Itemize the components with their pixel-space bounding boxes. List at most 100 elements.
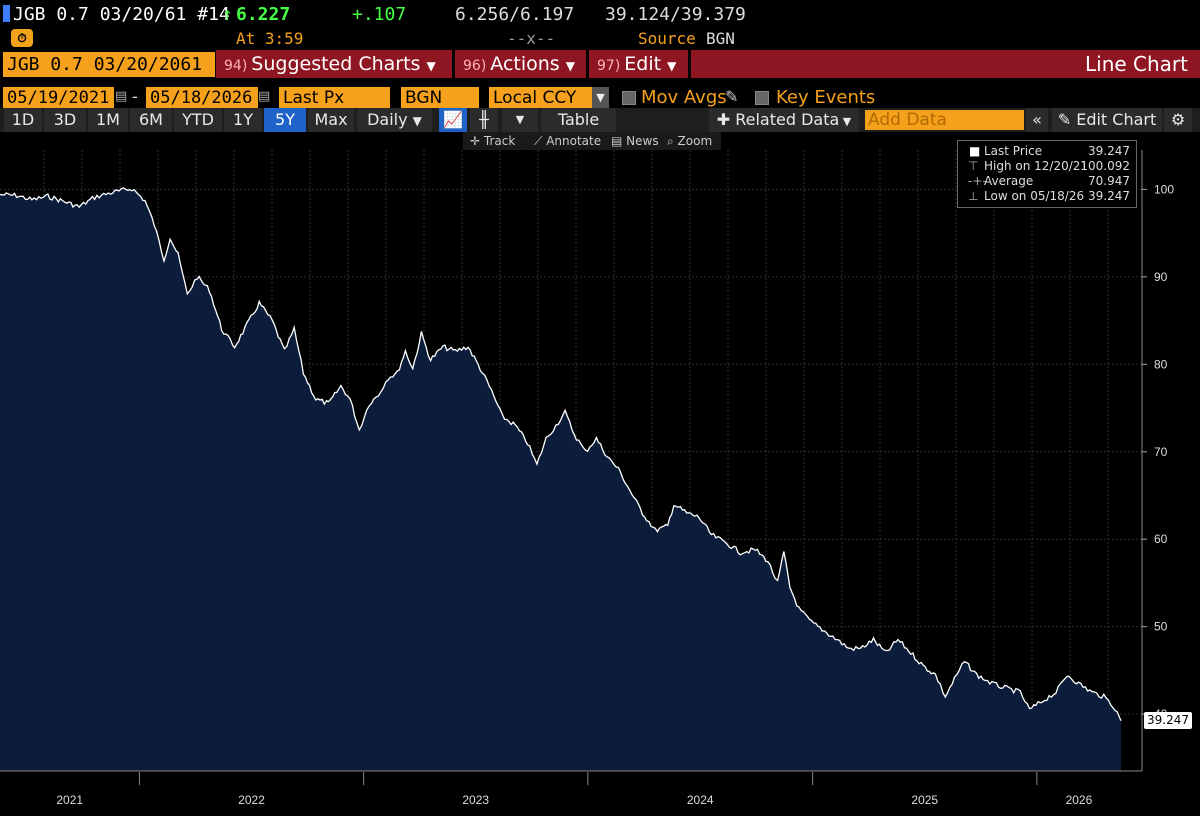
actions-button[interactable]: 96) Actions ▼ (455, 50, 586, 78)
start-date-field[interactable]: 05/19/2021 (3, 87, 114, 109)
y-tick-label: 60 (1154, 532, 1168, 546)
pencil-icon[interactable]: ✎ (725, 87, 739, 106)
chart-type-label: Line Chart (1085, 52, 1188, 76)
range-6m-button[interactable]: 6M (130, 108, 172, 132)
source-selector[interactable]: BGN (401, 87, 479, 109)
track-tool[interactable]: ✛ Track (470, 133, 515, 150)
chart-tools (463, 132, 721, 150)
legend-low-value: 39.247 (1088, 189, 1130, 203)
range-1m-button[interactable]: 1M (88, 108, 128, 132)
legend-average: -+- Average 70.947 (968, 174, 1134, 189)
legend-high-label: High on 12/20/21 (984, 159, 1089, 173)
chevron-down-icon: ▼ (426, 59, 436, 73)
edit-button[interactable]: 97) Edit ▼ (589, 50, 688, 78)
zoom-label: Zoom (677, 134, 713, 148)
chart-type-title: Line Chart (691, 50, 1200, 78)
crosshair-icon: ✛ (470, 134, 484, 148)
table-button[interactable]: Table (541, 108, 616, 132)
y-axis: 405060708090100 (1141, 150, 1174, 771)
y-tick-label: 80 (1154, 357, 1168, 371)
add-data-input[interactable]: Add Data (865, 110, 1024, 130)
legend-avg-value: 70.947 (1088, 174, 1130, 188)
period-selector[interactable]: Daily ▼ (357, 108, 432, 132)
related-data-button[interactable]: ✚ Related Data ▼ (709, 108, 859, 132)
high-low: 6.256/6.197 (455, 4, 575, 25)
chart-legend[interactable]: ■ Last Price 39.247 ⊤ High on 12/20/21 1… (957, 140, 1137, 208)
legend-high: ⊤ High on 12/20/21 100.092 (968, 159, 1134, 174)
calendar-icon[interactable]: ▤ (115, 89, 128, 104)
edit-chart-button[interactable]: ✎ Edit Chart (1052, 108, 1162, 132)
suggested-label: Suggested Charts (251, 53, 421, 75)
calendar-icon[interactable]: ▤ (258, 89, 271, 104)
period-label: Daily (367, 110, 408, 129)
legend-avg-label: Average (984, 174, 1034, 188)
annotate-tool[interactable]: ⟋ Annotate (534, 133, 601, 150)
chevron-down-icon[interactable]: ▼ (502, 108, 538, 132)
range-1d-button[interactable]: 1D (4, 108, 42, 132)
clock-icon[interactable]: ⏱ (11, 29, 33, 47)
bar-style-icon[interactable]: ╫ (470, 108, 498, 132)
end-date-field[interactable]: 05/18/2026 (146, 87, 258, 109)
annotate-label: Annotate (546, 134, 602, 148)
track-label: Track (483, 134, 516, 148)
last-price-tag: 39.247 (1144, 712, 1192, 729)
range-3d-button[interactable]: 3D (44, 108, 86, 132)
related-data-label: Related Data (735, 110, 840, 129)
legend-low-label: Low on 05/18/26 (984, 189, 1085, 203)
edit-num: 97) (597, 58, 621, 74)
collapse-icon[interactable]: « (1026, 108, 1048, 132)
time-label: At 3:59 (236, 29, 304, 48)
key-events-label[interactable]: Key Events (776, 87, 876, 108)
x-tick-label: 2023 (462, 793, 489, 807)
y-tick-label: 70 (1154, 445, 1168, 459)
security-name[interactable]: JGB 0.7 03/20/61 #14 (13, 4, 230, 25)
legend-last-price: ■ Last Price 39.247 (969, 144, 1134, 159)
annotate-icon: ⟋ (534, 134, 547, 148)
chevron-down-icon: ▼ (667, 59, 677, 73)
chevron-down-icon: ▼ (412, 114, 422, 128)
security-input[interactable]: JGB 0.7 03/20/2061 (3, 52, 215, 77)
legend-last-label: Last Price (984, 144, 1043, 158)
range-1y-button[interactable]: 1Y (224, 108, 262, 132)
plus-icon: ✚ (716, 110, 736, 129)
chevron-down-icon[interactable]: ▼ (592, 87, 609, 109)
suggested-charts-button[interactable]: 94) Suggested Charts ▼ (216, 50, 452, 78)
security-marker (3, 5, 10, 22)
x-tick-label: 2021 (56, 793, 83, 807)
line-chart-icon[interactable]: 📈 (439, 108, 467, 132)
gear-icon[interactable]: ⚙ (1164, 108, 1192, 132)
range-5y-button[interactable]: 5Y (264, 108, 306, 132)
high-marker-icon: ⊤ (968, 159, 979, 173)
key-events-checkbox[interactable] (755, 91, 769, 105)
chevron-down-icon: ▼ (839, 115, 852, 128)
y-tick-label: 90 (1154, 270, 1168, 284)
up-arrow-icon: ↑ (222, 4, 233, 25)
range-max-button[interactable]: Max (308, 108, 354, 132)
zoom-tool[interactable]: ⌕ Zoom (667, 133, 712, 150)
x-tick-label: 2026 (1066, 793, 1093, 807)
mov-avgs-label[interactable]: Mov Avgs (641, 87, 727, 108)
edit-chart-label: Edit Chart (1076, 110, 1157, 129)
net-change: +.107 (352, 4, 407, 25)
news-tool[interactable]: ▤ News (611, 133, 659, 150)
y-tick-label: 50 (1154, 620, 1168, 634)
x-tick-label: 2022 (238, 793, 265, 807)
range-ytd-button[interactable]: YTD (174, 108, 222, 132)
source-value: BGN (706, 29, 735, 48)
actions-label: Actions (490, 53, 560, 75)
quote-row: JGB 0.7 03/20/61 #14 ↑ 6.227 +.107 6.256… (0, 0, 1200, 28)
news-icon: ▤ (611, 134, 627, 148)
news-label: News (626, 134, 659, 148)
x-tick-label: 2025 (911, 793, 938, 807)
y-tick-label: 100 (1154, 182, 1174, 196)
dash-separator: --x-- (507, 29, 556, 48)
field-selector[interactable]: Last Px (279, 87, 390, 109)
currency-selector[interactable]: Local CCY (489, 87, 595, 109)
magnifier-icon: ⌕ (667, 134, 678, 148)
x-axis: 2021 2022 2023 2024 2025 2026 (0, 770, 1200, 816)
x-tick-label: 2024 (687, 793, 714, 807)
legend-last-value: 39.247 (1088, 144, 1130, 158)
bid-ask: 39.124/39.379 (605, 4, 746, 25)
mov-avgs-checkbox[interactable] (622, 91, 636, 105)
